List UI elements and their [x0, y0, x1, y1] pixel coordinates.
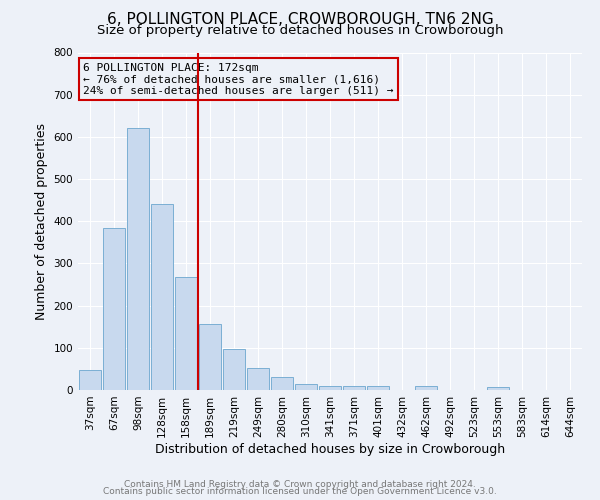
Bar [79, 370, 101, 390]
Bar [367, 386, 389, 390]
Y-axis label: Number of detached properties: Number of detached properties [35, 122, 48, 320]
Bar [487, 387, 509, 390]
Bar [295, 384, 317, 390]
Bar [199, 324, 221, 390]
Bar [103, 228, 125, 390]
Text: Contains public sector information licensed under the Open Government Licence v3: Contains public sector information licen… [103, 487, 497, 496]
X-axis label: Distribution of detached houses by size in Crowborough: Distribution of detached houses by size … [155, 442, 505, 456]
Bar [271, 378, 293, 390]
Text: Contains HM Land Registry data © Crown copyright and database right 2024.: Contains HM Land Registry data © Crown c… [124, 480, 476, 489]
Bar [343, 386, 365, 390]
Bar [175, 277, 197, 390]
Bar [151, 204, 173, 390]
Bar [127, 128, 149, 390]
Text: 6 POLLINGTON PLACE: 172sqm
← 76% of detached houses are smaller (1,616)
24% of s: 6 POLLINGTON PLACE: 172sqm ← 76% of deta… [83, 62, 394, 96]
Bar [415, 386, 437, 390]
Bar [247, 368, 269, 390]
Bar [223, 349, 245, 390]
Text: Size of property relative to detached houses in Crowborough: Size of property relative to detached ho… [97, 24, 503, 37]
Bar [319, 386, 341, 390]
Text: 6, POLLINGTON PLACE, CROWBOROUGH, TN6 2NG: 6, POLLINGTON PLACE, CROWBOROUGH, TN6 2N… [107, 12, 493, 28]
